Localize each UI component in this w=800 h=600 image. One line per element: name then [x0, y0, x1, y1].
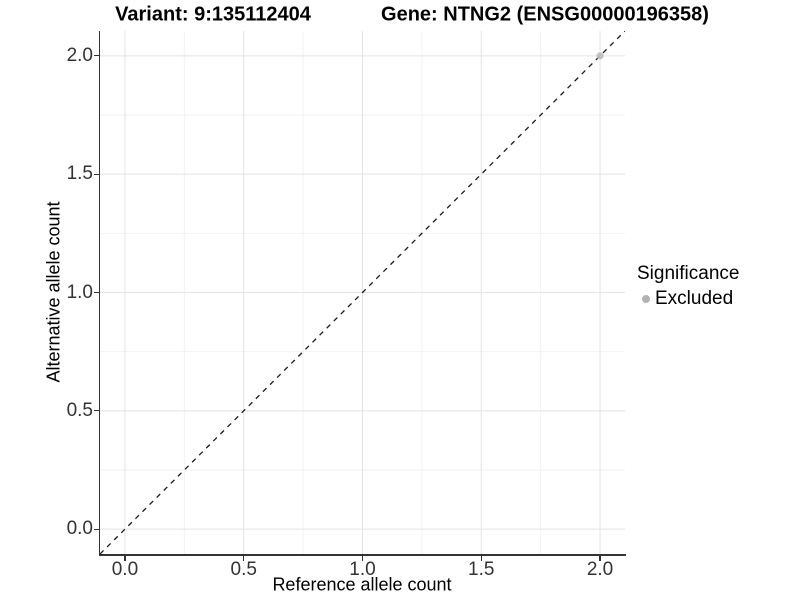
legend-title: Significance — [637, 263, 740, 284]
y-axis-line — [98, 31, 100, 556]
y-tick-mark — [93, 528, 99, 530]
x-tick-label: 1.0 — [349, 559, 376, 580]
y-tick-label: 1.0 — [66, 281, 93, 303]
plot-canvas — [100, 31, 625, 554]
x-tick-mark — [243, 555, 245, 561]
variant-title: Variant: 9:135112404 — [115, 3, 311, 26]
gene-title: Gene: NTNG2 (ENSG00000196358) — [381, 3, 709, 26]
x-tick-label: 1.5 — [468, 559, 495, 580]
legend-item-excluded: Excluded — [637, 288, 739, 310]
y-tick-label: 2.0 — [66, 44, 93, 66]
y-tick-label: 1.5 — [66, 163, 93, 185]
x-tick-mark — [361, 555, 364, 561]
y-tick-mark — [93, 291, 99, 294]
diagonal-reference-line — [100, 31, 625, 554]
data-point-excluded — [596, 52, 604, 60]
x-tick-label: 2.0 — [586, 559, 614, 580]
x-axis-title: Reference allele count — [272, 574, 452, 595]
x-tick-label: 0.5 — [230, 559, 257, 580]
y-tick-mark — [93, 55, 99, 57]
x-tick-mark — [124, 555, 126, 561]
x-tick-mark — [480, 555, 482, 561]
y-tick-label: 0.0 — [66, 518, 93, 540]
y-tick-label: 0.5 — [66, 399, 93, 421]
y-tick-mark — [93, 410, 99, 412]
plot-panel — [100, 31, 625, 554]
legend-item-label: Excluded — [655, 288, 734, 309]
x-tick-label: 0.0 — [111, 559, 139, 580]
x-tick-mark — [599, 555, 601, 561]
y-tick-mark — [93, 173, 99, 175]
legend: Significance Excluded — [637, 263, 739, 310]
excluded-point-icon — [642, 295, 650, 303]
x-axis-line — [98, 554, 626, 556]
